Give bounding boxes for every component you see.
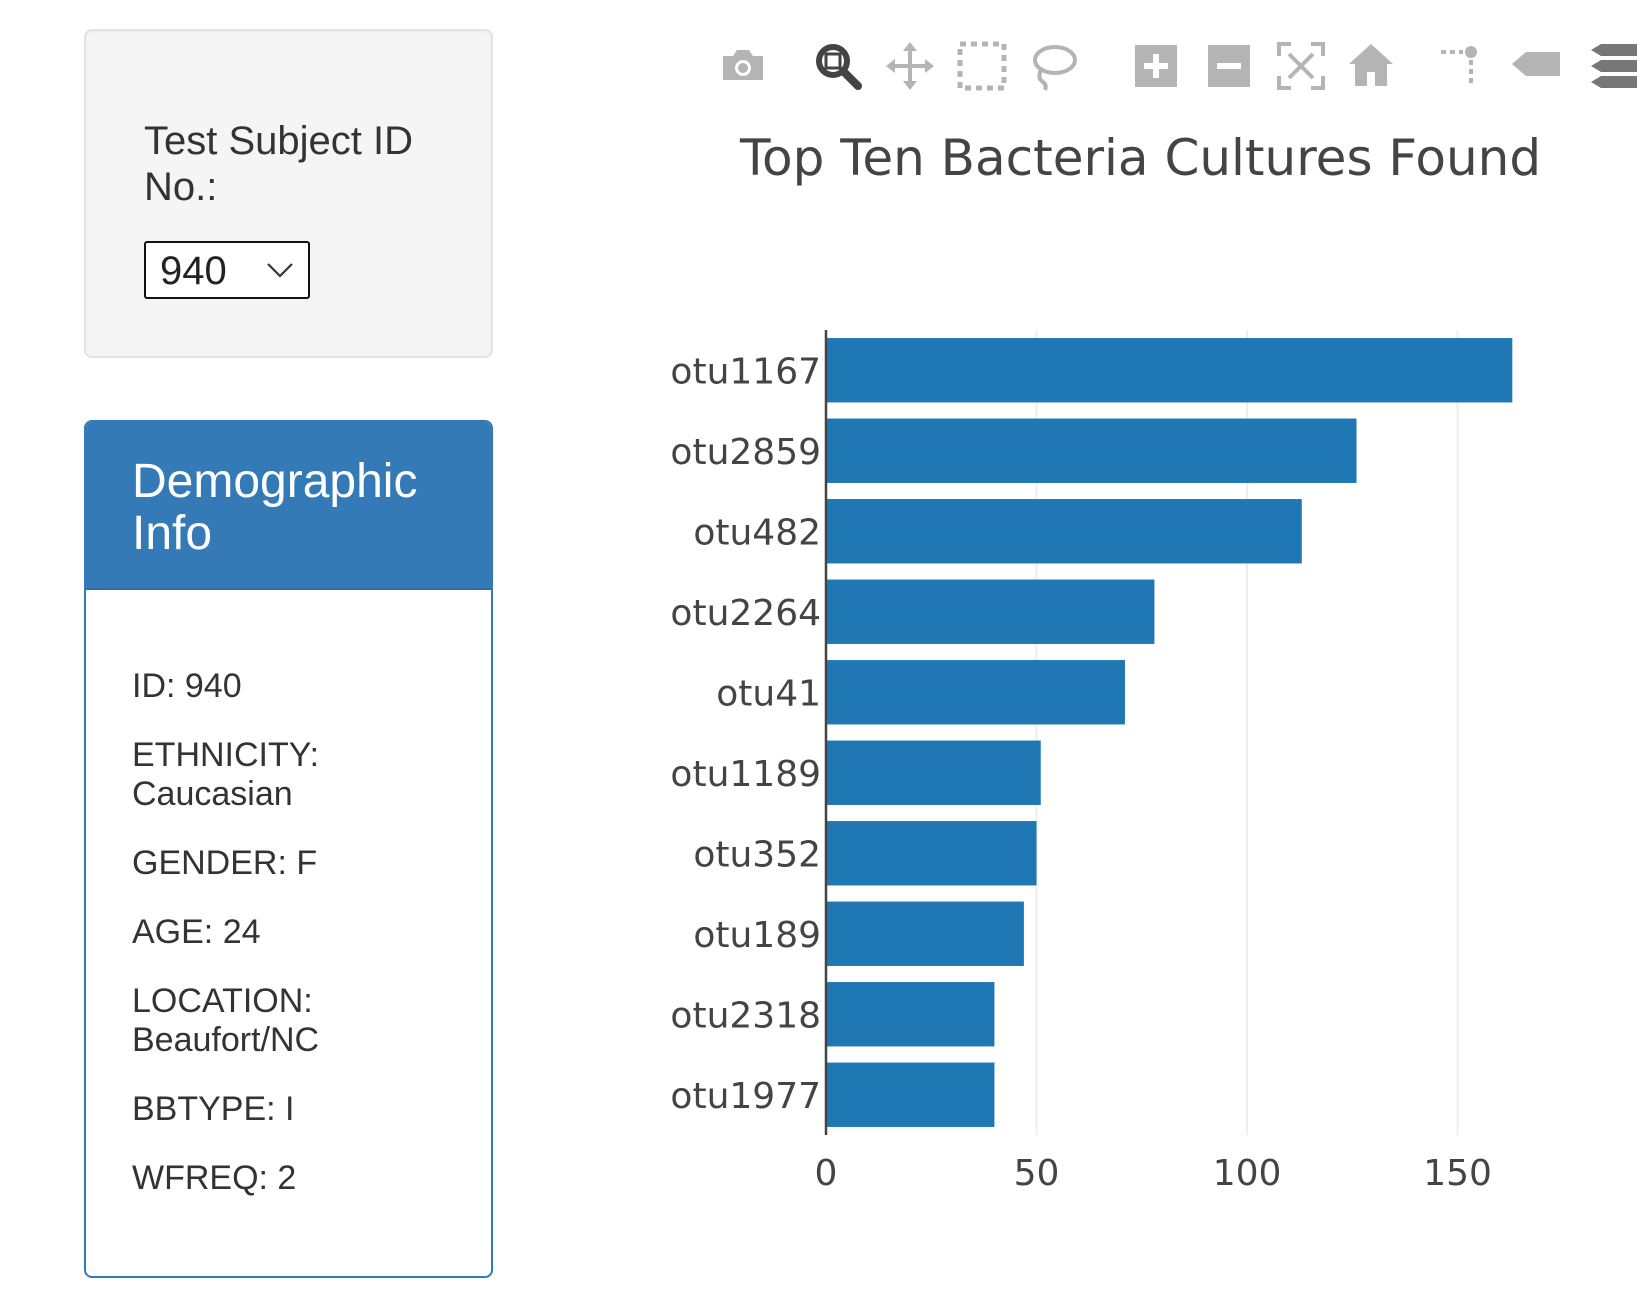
bar[interactable]	[826, 982, 995, 1047]
y-tick-label: otu1977	[670, 1076, 821, 1117]
camera-icon	[723, 50, 763, 80]
bar[interactable]	[826, 1062, 995, 1127]
bar[interactable]	[826, 821, 1037, 886]
demo-row-id: ID: 940	[132, 667, 242, 705]
y-tick-label: otu1189	[670, 754, 821, 795]
x-tick-label: 100	[1213, 1153, 1282, 1194]
box-select-button[interactable]	[956, 40, 1008, 92]
spike-lines-icon	[1441, 46, 1477, 86]
hover-compare-button[interactable]	[1587, 40, 1639, 92]
bar[interactable]	[826, 579, 1155, 644]
autoscale-button[interactable]	[1275, 40, 1327, 92]
reset-axes-button[interactable]	[1345, 40, 1397, 92]
bar[interactable]	[826, 660, 1125, 725]
bar[interactable]	[826, 740, 1041, 805]
zoom-in-button[interactable]	[1130, 40, 1182, 92]
subject-id-dropdown[interactable]: 940	[144, 241, 310, 299]
zoom-in-icon	[1135, 45, 1177, 87]
y-tick-label: otu189	[693, 915, 821, 956]
subject-id-selected-value: 940	[160, 249, 227, 293]
bar[interactable]	[826, 338, 1513, 403]
reset-axes-icon	[1349, 44, 1393, 86]
lasso-select-button[interactable]	[1027, 40, 1079, 92]
zoom-icon	[816, 44, 862, 90]
hover-closest-button[interactable]	[1510, 40, 1562, 92]
camera-button[interactable]	[717, 40, 769, 92]
y-tick-label: otu352	[693, 834, 821, 875]
y-tick-label: otu41	[716, 673, 821, 714]
demo-row-wfreq: WFREQ: 2	[132, 1159, 297, 1197]
chart-title: Top Ten Bacteria Cultures Found	[740, 129, 1542, 187]
bar[interactable]	[826, 499, 1302, 564]
y-tick-label: otu1167	[670, 351, 821, 392]
demographic-info-panel: Demographic Info ID: 940 ETHNICITY: Cauc…	[84, 420, 493, 1278]
y-tick-label: otu2318	[670, 995, 821, 1036]
demo-row-ethnicity: ETHNICITY: Caucasian	[132, 736, 320, 813]
bar[interactable]	[826, 418, 1357, 483]
y-tick-label: otu2264	[670, 593, 821, 634]
demo-row-location: LOCATION: Beaufort/NC	[132, 982, 320, 1059]
x-tick-label: 50	[1014, 1153, 1060, 1194]
pan-button[interactable]	[884, 40, 936, 92]
lasso-select-icon	[1033, 45, 1077, 91]
zoom-out-button[interactable]	[1203, 40, 1255, 92]
demographic-info-heading: Demographic Info	[86, 422, 491, 590]
bar[interactable]	[826, 901, 1024, 966]
hover-closest-icon	[1512, 52, 1560, 76]
subject-selector-label: Test Subject ID No.:	[144, 119, 414, 209]
zoom-out-icon	[1208, 45, 1250, 87]
demographic-info-list: ID: 940 ETHNICITY: Caucasian GENDER: F A…	[132, 667, 462, 1228]
spike-lines-button[interactable]	[1437, 40, 1489, 92]
chevron-down-icon	[267, 263, 293, 278]
x-tick-label: 0	[815, 1153, 838, 1194]
zoom-button[interactable]	[812, 40, 864, 92]
demo-row-bbtype: BBTYPE: I	[132, 1090, 295, 1128]
subject-selector-panel: Test Subject ID No.: 940	[84, 29, 493, 358]
x-tick-label: 150	[1423, 1153, 1492, 1194]
box-select-icon	[957, 41, 1007, 91]
hover-compare-icon	[1591, 44, 1637, 88]
y-tick-label: otu2859	[670, 432, 821, 473]
demo-row-gender: GENDER: F	[132, 844, 318, 882]
autoscale-icon	[1277, 42, 1325, 90]
pan-icon	[886, 42, 934, 90]
demo-row-age: AGE: 24	[132, 913, 261, 951]
demographic-info-title: Demographic Info	[132, 455, 418, 560]
y-tick-label: otu482	[693, 512, 821, 553]
